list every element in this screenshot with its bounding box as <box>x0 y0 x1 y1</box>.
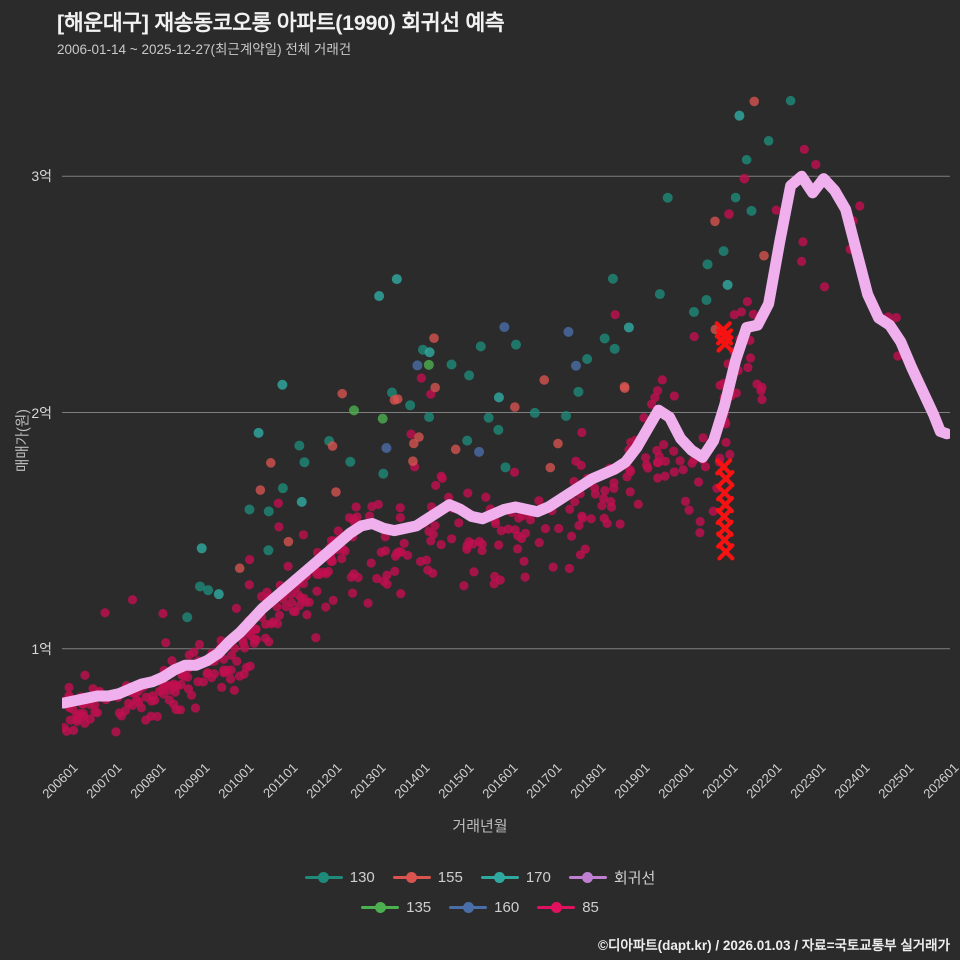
footer-credit: ©디아파트(dapt.kr) / 2026.01.03 / 자료=국토교통부 실… <box>598 938 950 953</box>
legend-row: 135 160 85 <box>0 892 960 922</box>
legend-item-135[interactable]: 135 <box>361 899 431 916</box>
legend-marker-icon <box>392 870 431 884</box>
legend-item-170[interactable]: 170 <box>480 868 551 886</box>
legend-marker-icon <box>449 900 488 914</box>
scatter-points <box>62 95 903 737</box>
plot-canvas <box>62 95 950 737</box>
legend-item-130[interactable]: 130 <box>304 868 375 886</box>
gridlines <box>62 175 950 650</box>
legend-marker-icon <box>537 900 576 914</box>
legend-label: 155 <box>437 868 463 886</box>
legend-label: 85 <box>582 898 599 916</box>
legend-item-회귀선[interactable]: 회귀선 <box>568 867 656 888</box>
legend-label: 135 <box>406 898 432 916</box>
legend-marker-icon <box>361 900 400 914</box>
page-title: [해운대구] 재송동코오롱 아파트(1990) 회귀선 예측 <box>57 11 505 35</box>
chart-legend: 130 155 170 회귀선 135 160 85 <box>0 862 960 922</box>
legend-marker-icon <box>568 870 607 884</box>
legend-label: 170 <box>525 868 551 886</box>
legend-label: 130 <box>349 868 375 886</box>
legend-item-160[interactable]: 160 <box>449 899 519 916</box>
legend-marker-icon <box>480 870 519 884</box>
legend-item-155[interactable]: 155 <box>392 868 463 886</box>
legend-row: 130 155 170 회귀선 <box>0 862 960 892</box>
legend-label: 회귀선 <box>613 869 656 887</box>
plot-area <box>62 70 950 755</box>
regression-line <box>62 170 950 709</box>
x-axis-title: 거래년월 <box>452 818 508 835</box>
cancelled-transaction-markers <box>714 321 735 561</box>
chart-subtitle: 2006-01-14 ~ 2025-12-27(최근계약일) 전체 거래건 <box>57 42 352 57</box>
y-tick-2억: 2억 <box>31 404 52 421</box>
legend-marker-icon <box>304 870 343 884</box>
y-tick-3억: 3억 <box>31 168 52 185</box>
legend-item-85[interactable]: 85 <box>537 899 599 916</box>
legend-label: 160 <box>494 898 520 916</box>
y-axis-title: 매매가(원) <box>15 408 32 473</box>
y-tick-1억: 1억 <box>31 640 52 657</box>
